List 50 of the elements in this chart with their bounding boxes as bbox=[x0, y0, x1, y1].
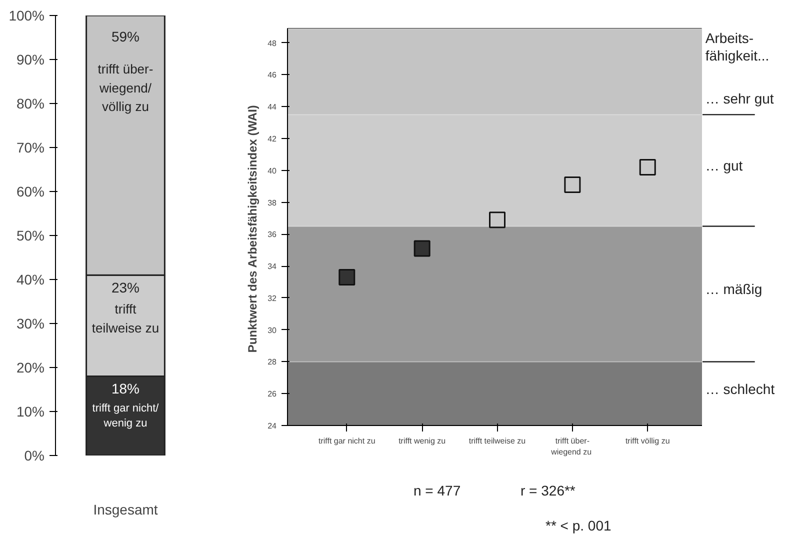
data-label: 18% bbox=[111, 380, 140, 397]
point bbox=[639, 158, 656, 176]
y-tick-label: 34 bbox=[268, 262, 278, 272]
x-tick-label: trifft wenig zu bbox=[398, 436, 446, 446]
text: n = 477 bbox=[414, 482, 461, 498]
x-tick-label: Insgesamt bbox=[93, 502, 158, 518]
point bbox=[564, 176, 581, 193]
text: r = 326** bbox=[520, 482, 576, 498]
series-label: trifft gar nicht/ wenig zu bbox=[92, 402, 160, 430]
band-label: … schlecht bbox=[705, 380, 775, 397]
y-tick-label: 26 bbox=[268, 390, 278, 399]
y-axis-title: Punktwert des Arbeitsfähigkeitsindex (WAI) bbox=[246, 105, 260, 353]
y-tick-label: 0% bbox=[24, 448, 44, 464]
y-tick-label: 80% bbox=[16, 96, 45, 112]
data-label: 23% bbox=[111, 280, 140, 296]
y-tick-label: 38 bbox=[268, 198, 278, 208]
y-tick-label: 28 bbox=[268, 358, 278, 367]
y-tick-label: 40 bbox=[268, 166, 278, 176]
text: Arbeits- fähigkeit... bbox=[705, 30, 770, 64]
y-tick-label: 30% bbox=[16, 316, 45, 332]
y-tick-label: 20% bbox=[16, 360, 45, 376]
y-tick-label: 30 bbox=[268, 326, 278, 335]
x-tick-label: trifft teilweise zu bbox=[468, 436, 526, 446]
y-tick-label: 100% bbox=[8, 8, 45, 24]
y-tick-label: 46 bbox=[268, 70, 278, 80]
series-label: trifft teilweise zu bbox=[92, 302, 160, 336]
y-tick-label: 40% bbox=[16, 272, 45, 288]
y-tick-label: 42 bbox=[268, 134, 278, 144]
y-tick-label: 70% bbox=[16, 140, 45, 156]
x-tick-label: trifft völlig zu bbox=[625, 436, 670, 446]
text: ** < p. 001 bbox=[546, 518, 612, 534]
band-label: … mäßig bbox=[705, 281, 762, 298]
band-label: … sehr gut bbox=[705, 90, 774, 107]
x-tick-label: trifft gar nicht zu bbox=[318, 436, 376, 446]
series-label: trifft über- wiegend/ völlig zu bbox=[98, 62, 154, 114]
point bbox=[338, 268, 356, 286]
y-tick-label: 60% bbox=[16, 184, 45, 200]
band-label: … gut bbox=[705, 158, 743, 174]
y-tick-label: 48 bbox=[268, 38, 278, 48]
y-tick-label: 44 bbox=[268, 102, 278, 112]
point bbox=[489, 212, 506, 228]
y-tick-label: 10% bbox=[16, 404, 45, 420]
y-tick-label: 36 bbox=[268, 230, 278, 240]
point bbox=[414, 240, 430, 257]
y-tick-label: 90% bbox=[16, 52, 45, 68]
y-tick-label: 50% bbox=[16, 228, 45, 244]
x-tick-label: trifft über- wiegend zu bbox=[550, 436, 592, 456]
data-label: 59% bbox=[111, 28, 140, 45]
y-tick-label: 24 bbox=[268, 422, 278, 430]
y-tick-label: 32 bbox=[268, 294, 278, 303]
